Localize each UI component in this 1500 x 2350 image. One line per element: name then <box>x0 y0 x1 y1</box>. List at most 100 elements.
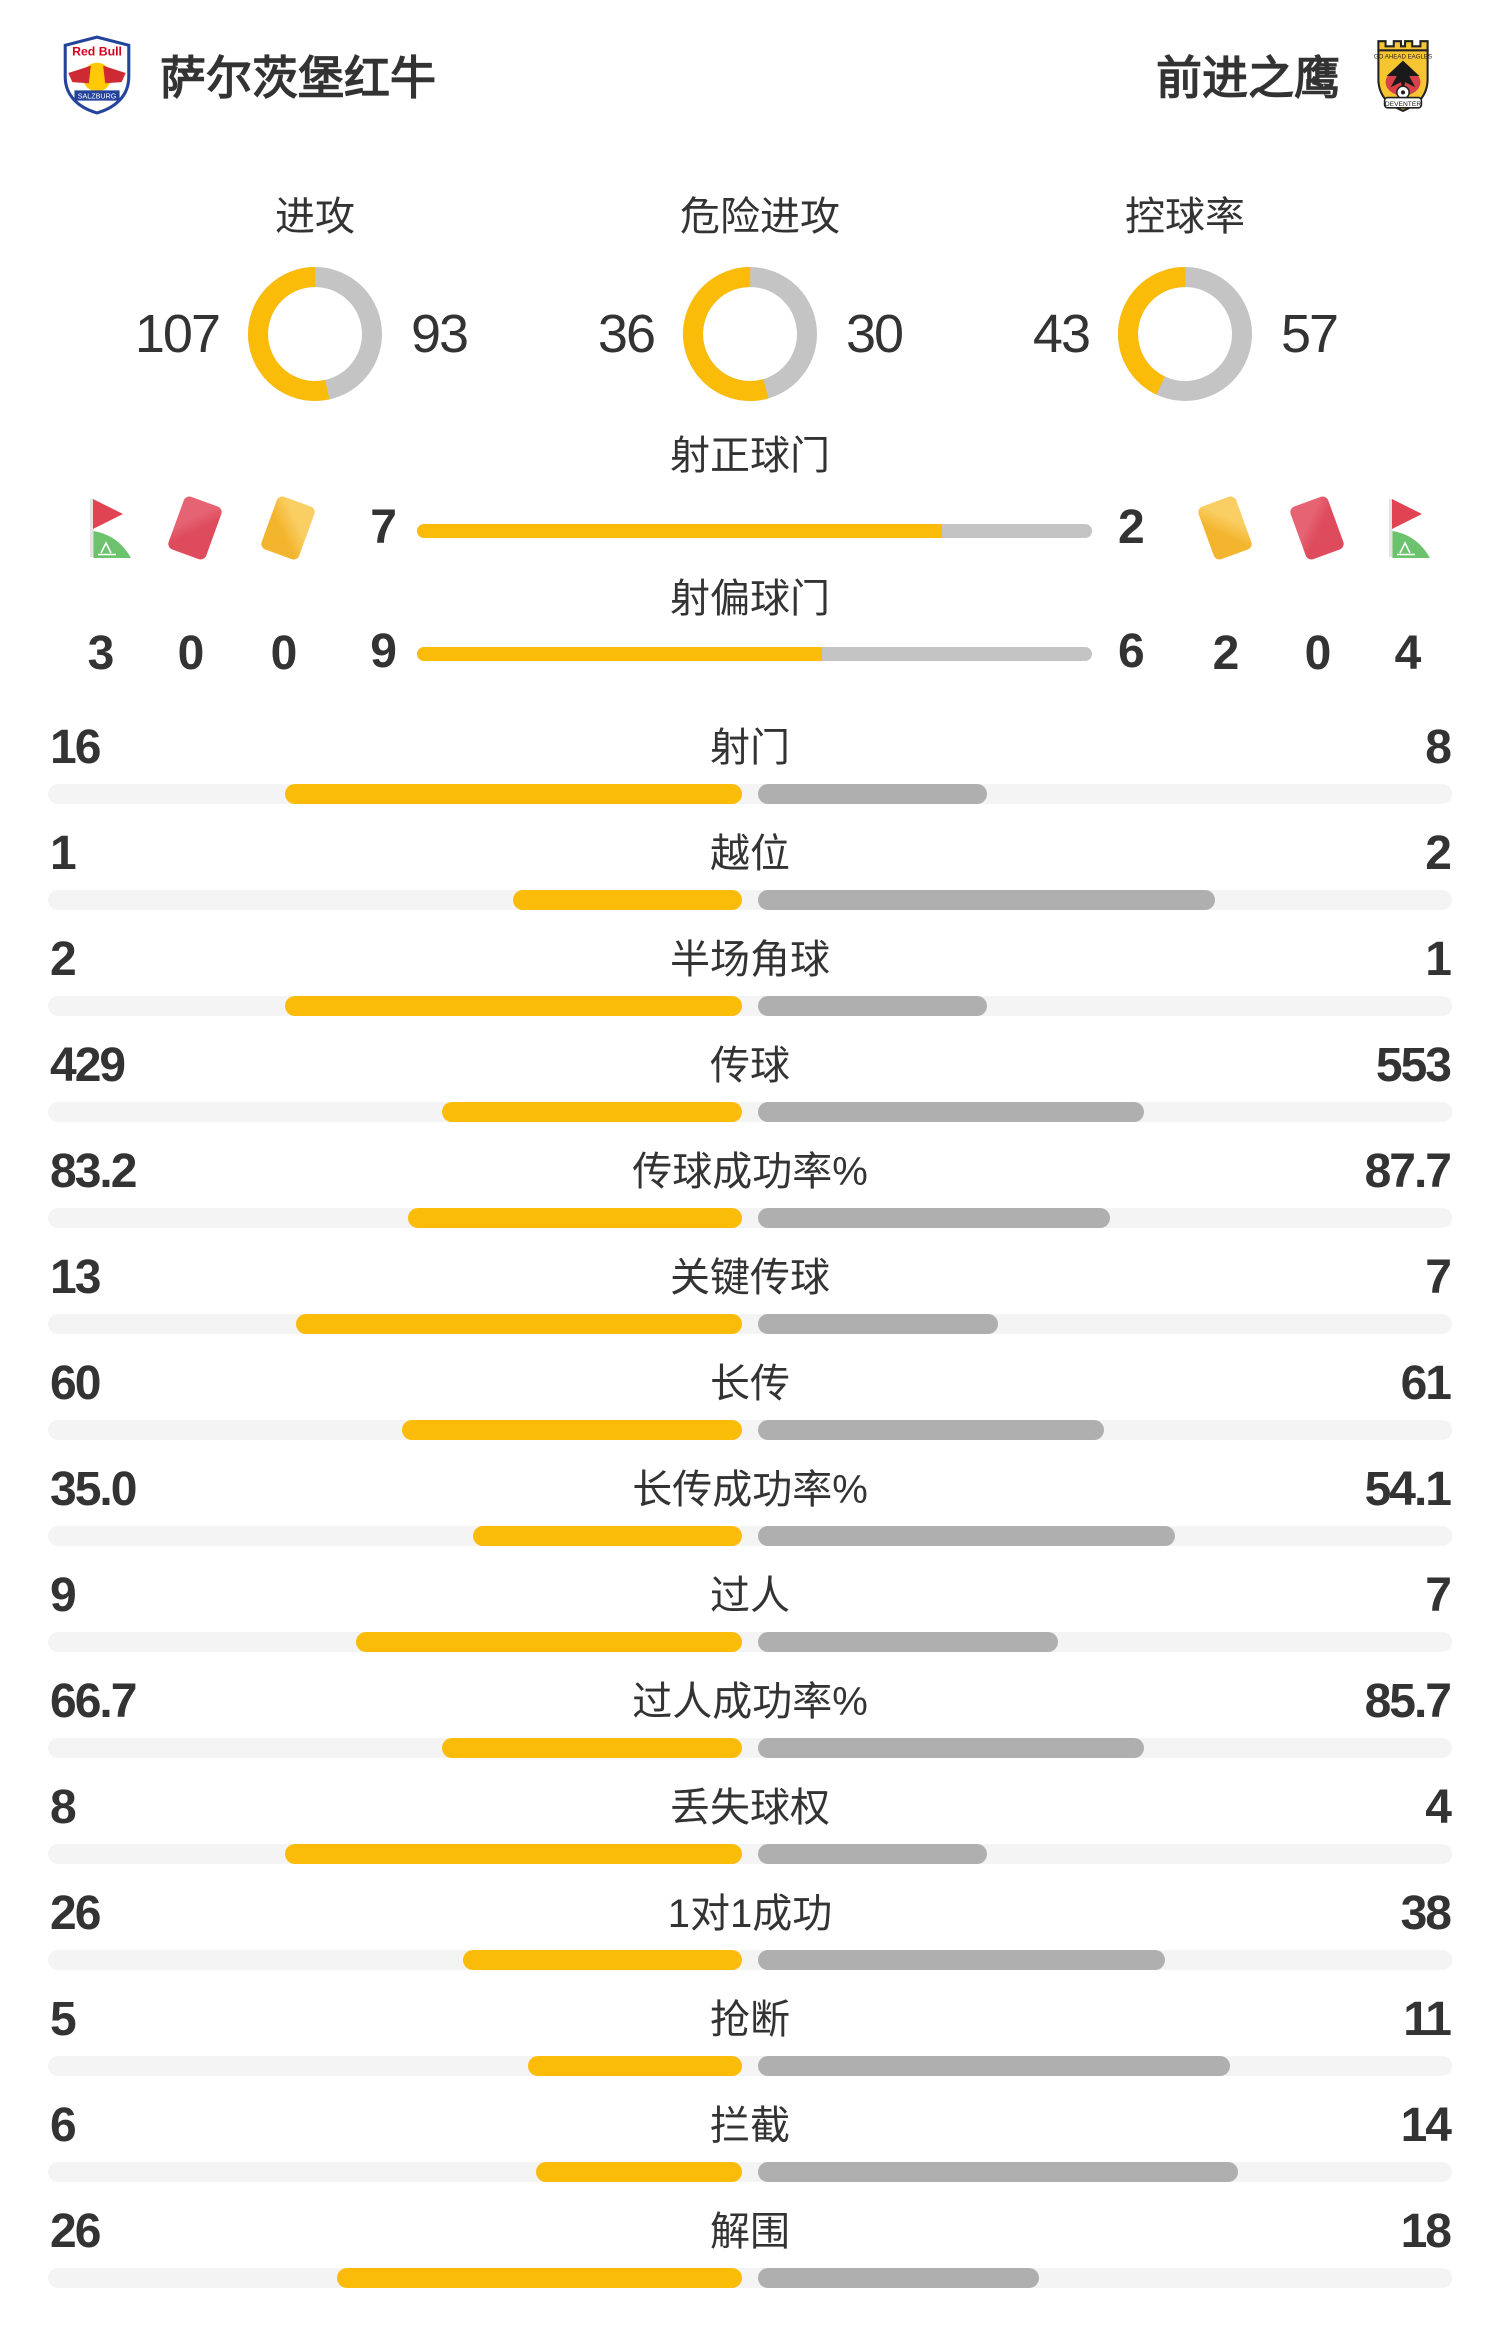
away-shots-on-target-value: 2 <box>1118 501 1145 554</box>
dangerous-attacks-donut-chart <box>683 267 817 401</box>
stat-row-key-passes: 13 关键传球 7 <box>0 1232 1500 1338</box>
stat-label: 过人 <box>710 1574 790 1618</box>
stat-label: 长传成功率% <box>632 1468 868 1512</box>
red-card-icon <box>166 494 224 562</box>
stat-label: 关键传球 <box>670 1256 830 1300</box>
home-value: 1 <box>50 827 77 880</box>
comparison-bar <box>48 996 1452 1016</box>
home-value: 26 <box>50 1887 101 1940</box>
home-team: Red Bull SALZBURG 萨尔茨堡红牛 <box>56 34 436 116</box>
home-yellow-cards-count: 0 <box>270 627 298 680</box>
shots-off-target-label: 射偏球门 <box>670 577 830 621</box>
go-ahead-eagles-crest-icon: GO AHEAD EAGLES DEVENTER <box>1374 40 1432 112</box>
comparison-bar <box>48 784 1452 804</box>
away-value: 18 <box>1400 2205 1452 2258</box>
donut-title: 控球率 <box>1125 195 1245 239</box>
comparison-bar <box>48 1102 1452 1122</box>
away-value: 553 <box>1375 1039 1452 1092</box>
shots-on-target-bar <box>417 524 1092 538</box>
home-red-cards-count: 0 <box>177 627 205 680</box>
stat-label: 传球成功率% <box>632 1150 868 1194</box>
corner-flag-icon <box>90 499 131 558</box>
home-possession-value: 43 <box>1032 304 1091 364</box>
stat-row-shots: 16 射门 8 <box>0 702 1500 808</box>
home-corners-count: 3 <box>87 627 115 680</box>
stat-label: 丢失球权 <box>670 1786 830 1830</box>
red-card-icon <box>1288 494 1346 562</box>
shots-on-target-label: 射正球门 <box>670 434 830 478</box>
comparison-bar <box>48 1314 1452 1334</box>
home-attacks-value: 107 <box>134 304 221 364</box>
home-shots-on-target-value: 7 <box>370 501 397 554</box>
shots-discipline-section: 射正球门 7 2 射偏球门 9 6 3 0 <box>0 434 1500 680</box>
comparison-bar <box>48 1208 1452 1228</box>
home-value: 9 <box>50 1569 77 1622</box>
stat-row-possession-lost: 8 丢失球权 4 <box>0 1762 1500 1868</box>
away-value: 11 <box>1403 1993 1452 2046</box>
shots-off-target-bar <box>417 647 1092 661</box>
away-attacks-value: 93 <box>411 304 469 364</box>
away-corners-count: 4 <box>1394 627 1422 680</box>
away-yellow-cards-count: 2 <box>1212 627 1240 680</box>
stat-row-offsides: 1 越位 2 <box>0 808 1500 914</box>
home-value: 2 <box>50 933 77 986</box>
attacks-donut-chart <box>248 267 382 401</box>
away-value: 4 <box>1425 1781 1452 1834</box>
stat-row-long-ball-accuracy: 35.0 长传成功率% 54.1 <box>0 1444 1500 1550</box>
redbull-salzburg-crest-icon: Red Bull SALZBURG <box>63 35 131 115</box>
stat-row-duels-won: 26 1对1成功 38 <box>0 1868 1500 1974</box>
possession-donut-group: 控球率 43 57 <box>985 184 1385 404</box>
donut-title: 危险进攻 <box>680 195 840 239</box>
home-value: 35.0 <box>50 1463 137 1516</box>
stat-row-tackles: 5 抢断 11 <box>0 1974 1500 2080</box>
stat-label: 半场角球 <box>670 938 830 982</box>
home-value: 13 <box>50 1251 101 1304</box>
away-value: 38 <box>1400 1887 1452 1940</box>
donut-title: 进攻 <box>275 195 355 239</box>
away-value: 14 <box>1400 2099 1452 2152</box>
stat-row-half-corners: 2 半场角球 1 <box>0 914 1500 1020</box>
comparison-bar <box>48 2268 1452 2288</box>
home-value: 26 <box>50 2205 101 2258</box>
home-value: 16 <box>50 721 101 774</box>
comparison-bar <box>48 1526 1452 1546</box>
stat-label: 传球 <box>710 1044 790 1088</box>
possession-donut-chart <box>1118 267 1252 401</box>
away-value: 7 <box>1425 1569 1452 1622</box>
away-value: 54.1 <box>1364 1463 1452 1516</box>
stat-label: 抢断 <box>710 1998 790 2042</box>
away-shots-off-target-value: 6 <box>1118 625 1145 678</box>
stat-row-clearances: 26 解围 18 <box>0 2186 1500 2292</box>
comparison-bar <box>48 1844 1452 1864</box>
away-team-name: 前进之鹰 <box>1156 52 1340 104</box>
comparison-bar <box>48 890 1452 910</box>
away-value: 85.7 <box>1364 1675 1452 1728</box>
home-value: 6 <box>50 2099 77 2152</box>
home-value: 5 <box>50 1993 77 2046</box>
away-possession-value: 57 <box>1281 304 1339 364</box>
stat-label: 越位 <box>710 832 790 876</box>
stats-list: 16 射门 8 1 越位 2 2 半场角球 1 4 2 9 传球 553 83.2 … <box>0 702 1500 2292</box>
stat-label: 过人成功率% <box>632 1680 868 1724</box>
away-value: 8 <box>1425 721 1452 774</box>
stat-label: 长传 <box>710 1362 790 1406</box>
attacks-donut-group: 进攻 107 93 <box>115 184 515 404</box>
comparison-bar <box>48 1420 1452 1440</box>
home-shots-off-target-value: 9 <box>370 625 397 678</box>
stat-row-dribble-success: 66.7 过人成功率% 85.7 <box>0 1656 1500 1762</box>
away-value: 1 <box>1425 933 1452 986</box>
home-value: 83.2 <box>50 1145 137 1198</box>
away-value: 61 <box>1400 1357 1452 1410</box>
home-value: 8 <box>50 1781 77 1834</box>
stat-row-dribbles: 9 过人 7 <box>0 1550 1500 1656</box>
stat-label: 1对1成功 <box>667 1892 833 1936</box>
comparison-bar <box>48 2162 1452 2182</box>
home-team-name: 萨尔茨堡红牛 <box>160 52 436 104</box>
stat-row-pass-accuracy: 83.2 传球成功率% 87.7 <box>0 1126 1500 1232</box>
stat-row-interceptions: 6 拦截 14 <box>0 2080 1500 2186</box>
stat-label: 解围 <box>710 2210 790 2254</box>
home-dangerous-attacks-value: 36 <box>597 304 656 364</box>
comparison-bar <box>48 1950 1452 1970</box>
svg-text:GO AHEAD EAGLES: GO AHEAD EAGLES <box>1374 54 1432 61</box>
